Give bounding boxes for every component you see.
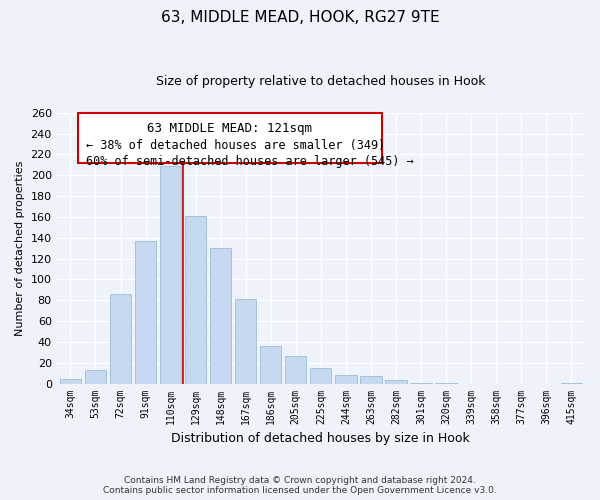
Text: 63 MIDDLE MEAD: 121sqm: 63 MIDDLE MEAD: 121sqm <box>147 122 312 136</box>
Bar <box>260 346 281 384</box>
Y-axis label: Number of detached properties: Number of detached properties <box>15 160 25 336</box>
FancyBboxPatch shape <box>78 113 382 163</box>
Bar <box>185 216 206 384</box>
Text: 63, MIDDLE MEAD, HOOK, RG27 9TE: 63, MIDDLE MEAD, HOOK, RG27 9TE <box>161 10 439 25</box>
Bar <box>60 380 81 384</box>
Bar <box>310 368 331 384</box>
Bar <box>385 380 407 384</box>
Bar <box>436 382 457 384</box>
X-axis label: Distribution of detached houses by size in Hook: Distribution of detached houses by size … <box>172 432 470 445</box>
Bar <box>135 241 156 384</box>
Text: 60% of semi-detached houses are larger (545) →: 60% of semi-detached houses are larger (… <box>86 154 413 168</box>
Bar <box>235 299 256 384</box>
Text: ← 38% of detached houses are smaller (349): ← 38% of detached houses are smaller (34… <box>86 138 385 151</box>
Title: Size of property relative to detached houses in Hook: Size of property relative to detached ho… <box>156 75 485 88</box>
Bar <box>360 376 382 384</box>
Bar <box>210 248 232 384</box>
Bar <box>110 294 131 384</box>
Bar <box>410 382 431 384</box>
Bar <box>85 370 106 384</box>
Bar <box>160 166 181 384</box>
Bar <box>560 382 582 384</box>
Bar <box>285 356 307 384</box>
Bar <box>335 375 356 384</box>
Text: Contains HM Land Registry data © Crown copyright and database right 2024.
Contai: Contains HM Land Registry data © Crown c… <box>103 476 497 495</box>
